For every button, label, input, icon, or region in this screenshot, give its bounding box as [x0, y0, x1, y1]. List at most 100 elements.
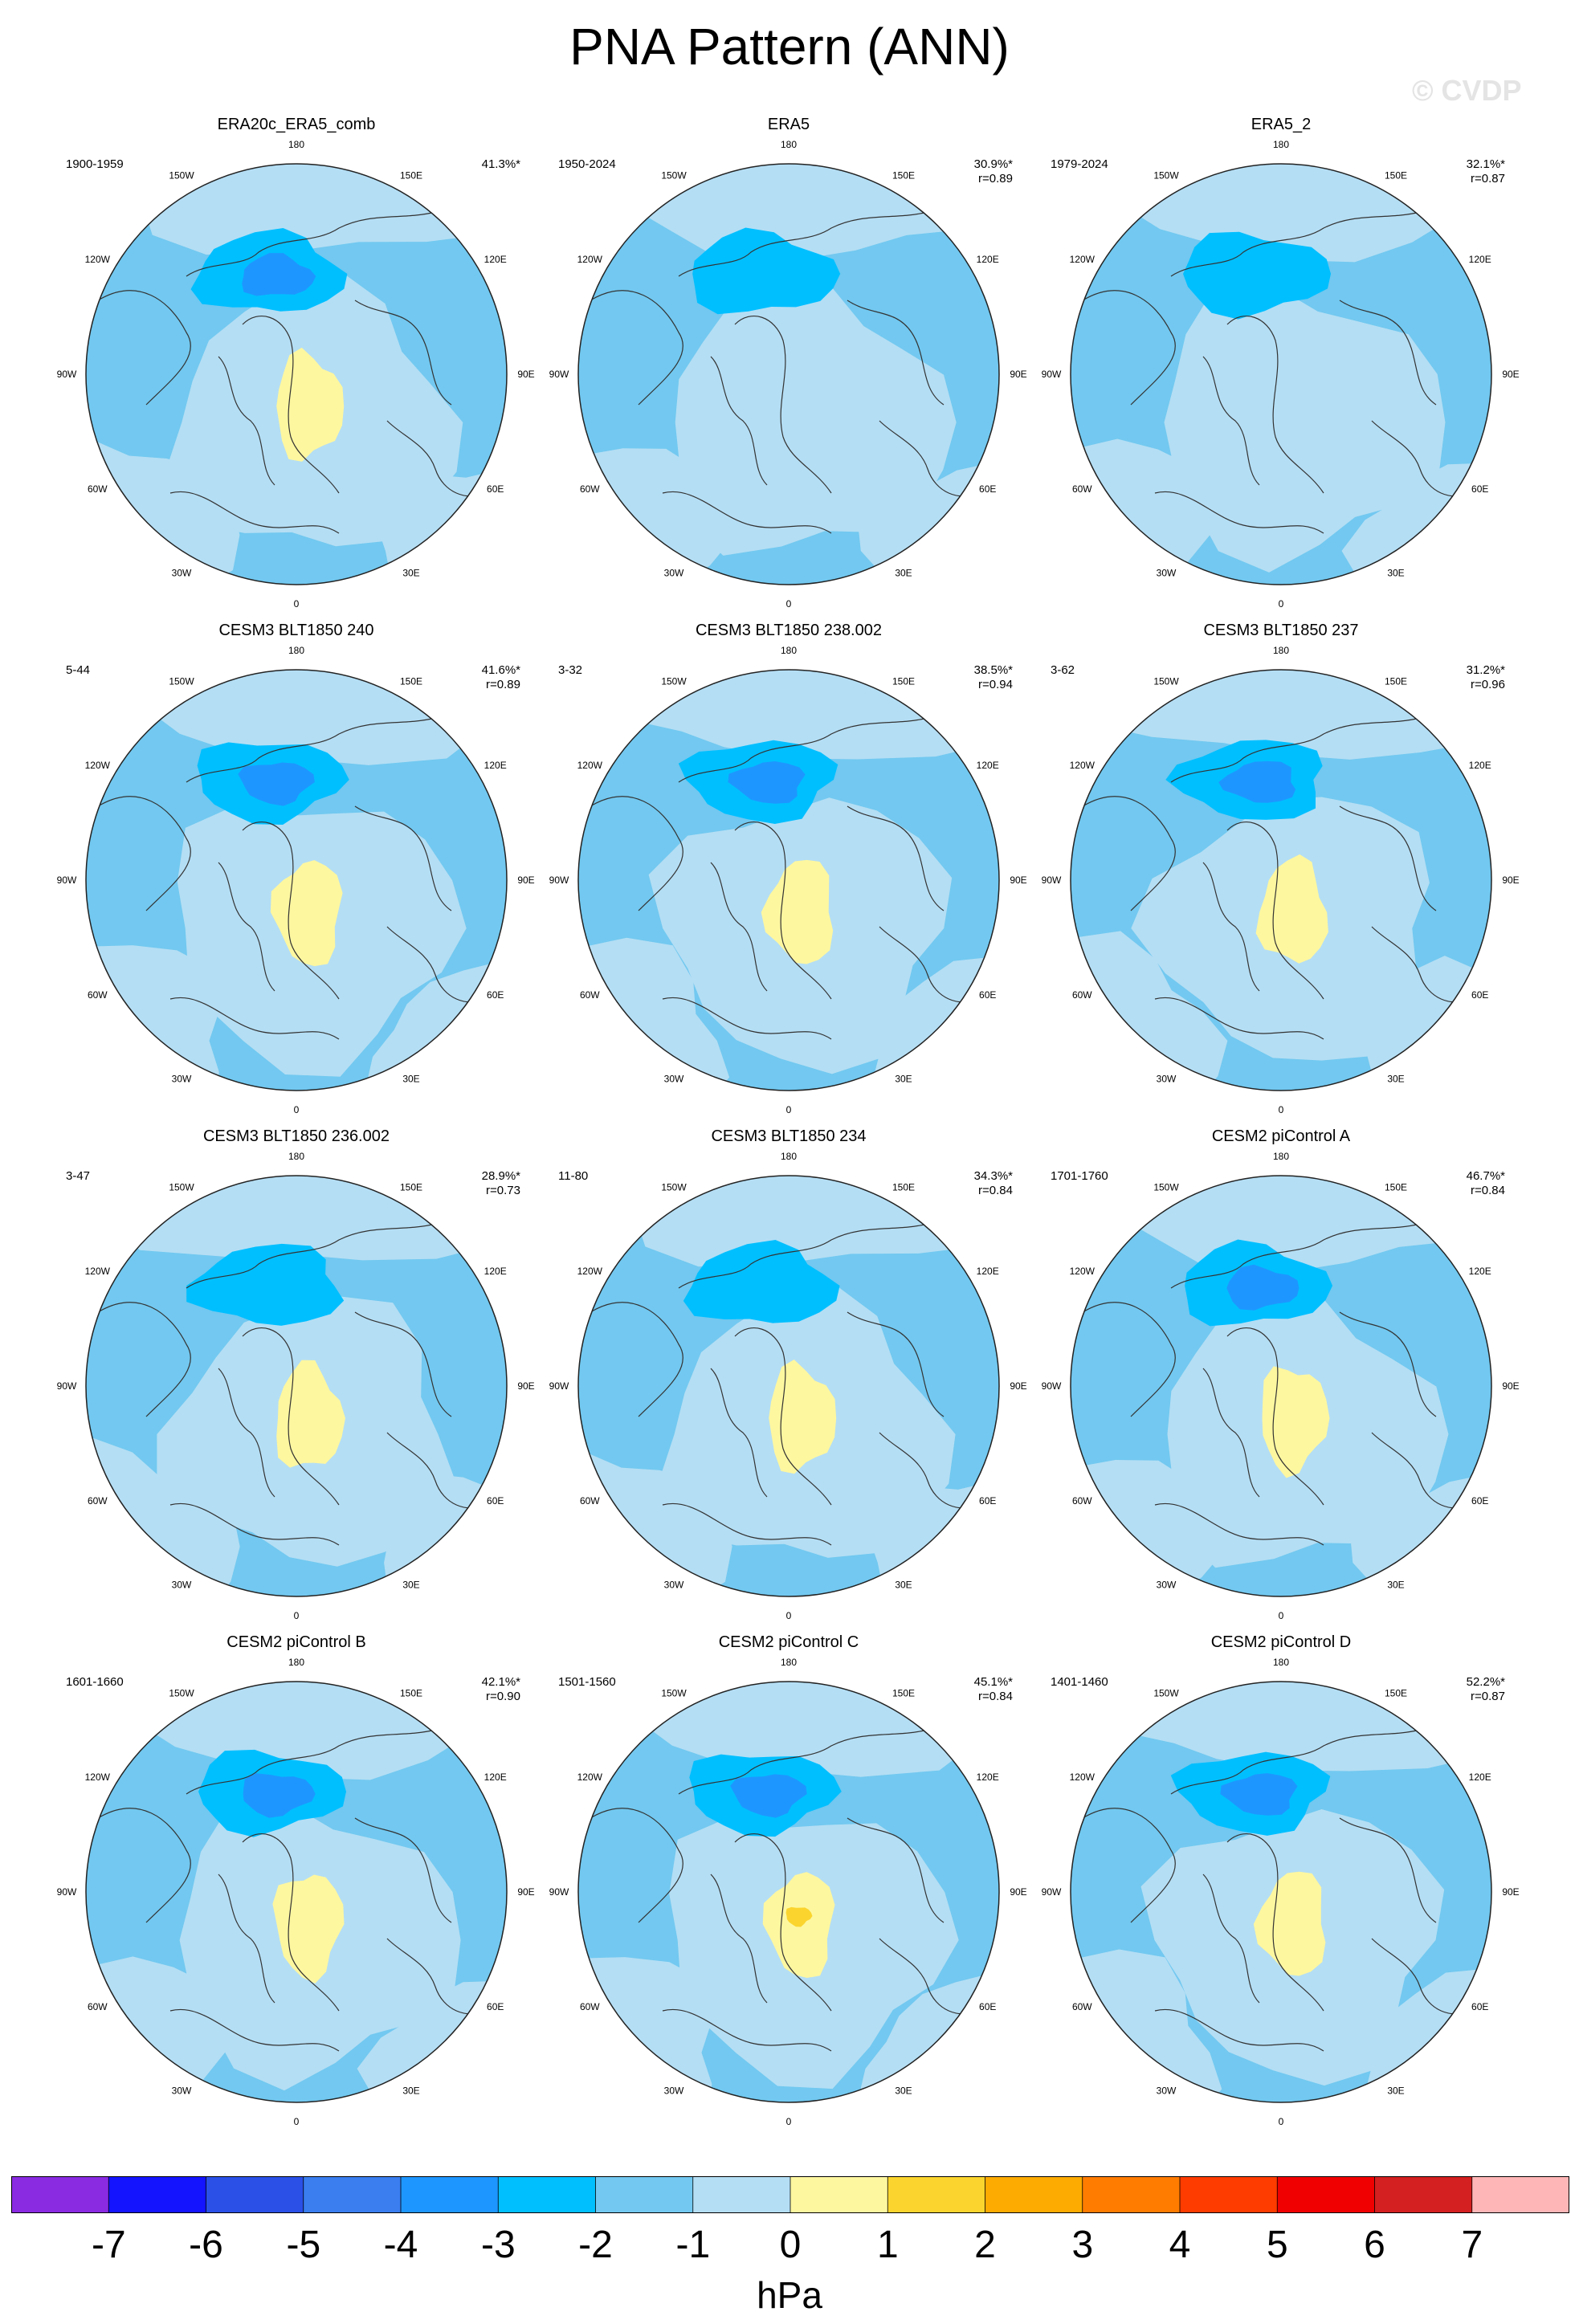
longitude-label: 0: [1279, 2116, 1284, 2127]
longitude-label: 30E: [1387, 1580, 1404, 1591]
longitude-label: 90W: [1042, 1886, 1062, 1898]
coastline: [662, 997, 832, 1040]
longitude-label: 0: [786, 2116, 792, 2127]
coastline: [1339, 805, 1437, 911]
panel-percent-variance: 34.3%*: [973, 1169, 1013, 1183]
panel-percent-variance: 41.3%*: [481, 157, 520, 171]
panel-years: 11-80: [558, 1169, 589, 1183]
positive-anomaly-region: [1116, 1176, 1491, 1275]
coastline: [678, 211, 928, 277]
colorbar-swatch: [790, 2176, 888, 2213]
colorbar-swatch: [887, 2176, 985, 2213]
colorbar-swatch: [1471, 2176, 1569, 2213]
polar-map: 180 150E 120E 90E 60E 30E 0 30W 60W 90W 120W 150W: [57, 1151, 535, 1621]
longitude-label: 60E: [487, 989, 504, 1001]
longitude-label: 30E: [402, 1580, 419, 1591]
coastline: [847, 300, 945, 406]
colorbar-swatch: [1180, 2176, 1278, 2213]
coastlines: [590, 1223, 977, 1546]
coastline: [1154, 491, 1324, 534]
map-panel: CESM2 piControl B 1601-1660 42.1%* r=0.90 18…: [50, 1633, 543, 2131]
panel-pattern-correlation: r=0.94: [978, 678, 1013, 691]
coastline: [1339, 300, 1437, 406]
longitude-label: 180: [781, 139, 797, 150]
map-panel: CESM3 BLT1850 236.002 3-47 28.9%* r=0.73 180…: [50, 1127, 543, 1625]
panel-pattern-correlation: r=0.90: [486, 1690, 520, 1703]
longitude-label: 60E: [487, 2001, 504, 2012]
longitude-label: 0: [294, 598, 300, 610]
panel-title: CESM2 piControl C: [718, 1633, 859, 1651]
longitude-label: 120E: [484, 1266, 507, 1277]
map-boundary: [85, 163, 508, 585]
map-boundary: [577, 163, 1000, 585]
longitude-label: 180: [1273, 1151, 1289, 1162]
colorbar-tick-label: -5: [286, 2224, 321, 2266]
colorbar-tick-label: -7: [91, 2224, 126, 2266]
colorbar-tick-label: 0: [779, 2224, 802, 2266]
colorbar-units: hPa: [757, 2274, 822, 2316]
longitude-label: 60W: [1072, 1495, 1092, 1507]
panel-pattern-correlation: r=0.84: [978, 1690, 1013, 1703]
longitude-label: 150E: [892, 169, 915, 181]
longitude-label: 30E: [895, 2085, 912, 2097]
coastline: [662, 1502, 832, 1546]
longitude-label: 120E: [1469, 1266, 1491, 1277]
longitude-label: 180: [781, 1657, 797, 1668]
longitude-label: 30E: [895, 1074, 912, 1085]
panel-years: 3-62: [1051, 663, 1075, 677]
longitude-label: 0: [1279, 1610, 1284, 1621]
longitude-label: 90E: [517, 369, 534, 380]
colorbar-swatch: [1374, 2176, 1473, 2213]
coastline: [1226, 1327, 1324, 1506]
longitude-label: 120W: [1070, 254, 1096, 265]
longitude-label: 90E: [1502, 1886, 1519, 1898]
longitude-label: 60E: [1471, 483, 1488, 495]
pacific-low-core: [238, 762, 315, 806]
panel-stats: 28.9%* r=0.73: [482, 1169, 520, 1198]
map-boundary: [1070, 1175, 1492, 1597]
pacific-low-core: [243, 1773, 316, 1818]
panel-pattern-correlation: r=0.89: [978, 172, 1013, 186]
coastline: [710, 862, 768, 992]
coastlines: [1082, 1223, 1469, 1546]
coastline: [662, 491, 832, 534]
positive-anomaly-region: [95, 670, 507, 765]
colorbar-swatch: [206, 2176, 304, 2213]
longitude-label: 60E: [487, 483, 504, 495]
longitude-label: 90E: [1010, 875, 1026, 886]
positive-anomaly-region: [626, 1176, 999, 1267]
pacific-low-core: [1218, 760, 1296, 803]
longitude-label: 150E: [1385, 1687, 1407, 1698]
coastline: [186, 1729, 436, 1795]
panel-percent-variance: 52.2%*: [1466, 1675, 1505, 1689]
map-panel: CESM2 piControl D 1401-1460 52.2%* r=0.87 18…: [1034, 1633, 1528, 2131]
longitude-label: 30E: [402, 1074, 419, 1085]
panel-years: 1979-2024: [1051, 157, 1108, 171]
longitude-label: 180: [1273, 1657, 1289, 1668]
longitude-label: 180: [1273, 139, 1289, 150]
longitude-label: 60W: [88, 483, 108, 495]
longitude-label: 150E: [892, 1181, 915, 1193]
panel-pattern-correlation: r=0.89: [486, 678, 520, 691]
coastline: [734, 316, 832, 494]
longitude-label: 180: [1273, 645, 1289, 656]
map-panel: CESM2 piControl C 1501-1560 45.1%* r=0.84 18…: [542, 1633, 1035, 2131]
arctic-high-core: [785, 1906, 813, 1927]
coastline: [662, 2008, 832, 2052]
map-boundary: [85, 1175, 508, 1597]
coastline: [590, 796, 683, 911]
colorbar-tick-label: -3: [480, 2224, 516, 2266]
longitude-label: 120E: [977, 1266, 999, 1277]
longitude-label: 90E: [517, 1886, 534, 1898]
coastline: [734, 1327, 832, 1506]
panel-percent-variance: 41.6%*: [481, 663, 520, 677]
colorbar-swatch: [1277, 2176, 1375, 2213]
polar-map: 180 150E 120E 90E 60E 30E 0 30W 60W 90W 120W 150W: [57, 1657, 535, 2127]
longitude-label: 60W: [580, 1495, 600, 1507]
page-title: PNA Pattern (ANN): [569, 18, 1010, 75]
longitude-label: 120E: [1469, 1772, 1491, 1783]
coastline: [710, 356, 768, 486]
arctic-high-contour: [769, 1360, 837, 1474]
longitude-label: 150W: [661, 1687, 687, 1698]
longitude-label: 0: [786, 598, 792, 610]
